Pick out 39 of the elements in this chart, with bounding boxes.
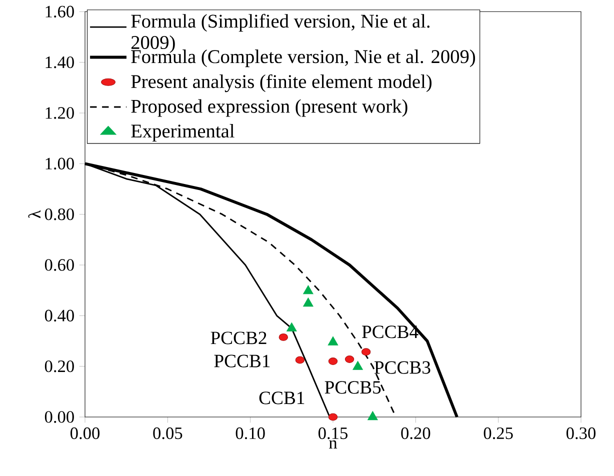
x-tick-label: 0.05 — [153, 427, 182, 440]
legend-label: Present analysis (finite element model) — [131, 74, 432, 92]
annotation: PCCB1 — [214, 354, 270, 368]
point — [368, 411, 378, 420]
annotation: PCCB5 — [324, 381, 381, 394]
annotation: PCCB3 — [374, 361, 430, 374]
point — [303, 285, 314, 294]
x-tick-label: 0.20 — [401, 427, 430, 440]
point — [352, 360, 363, 370]
y-tick-label: 1.40 — [46, 56, 74, 68]
x-tick-label: 0.25 — [484, 427, 513, 440]
x-tick-label: 0.00 — [70, 427, 100, 440]
y-tick-label: 0.20 — [44, 360, 74, 372]
y-tick-label: 0.40 — [44, 310, 74, 322]
y-tick-label: 0.60 — [44, 259, 74, 271]
legend-label: Experimental — [131, 124, 234, 142]
point — [286, 322, 297, 332]
point — [344, 356, 354, 363]
y-tick-label: 1.00 — [46, 158, 74, 170]
point — [328, 413, 338, 421]
annotation: PCCB4 — [362, 326, 418, 338]
annotation: CCB1 — [259, 392, 304, 404]
point — [328, 358, 338, 366]
legend-label: Proposed expression (present work) — [131, 99, 408, 117]
x-tick-label: 0.30 — [566, 427, 596, 440]
y-tick-label: 0.80 — [44, 208, 74, 220]
point — [278, 333, 288, 341]
point — [361, 348, 371, 356]
point — [328, 336, 338, 346]
point — [295, 356, 305, 364]
y-tick-label: 1.60 — [46, 6, 74, 18]
x-tick-label: 0.10 — [236, 427, 265, 440]
y-tick-label: 1.20 — [46, 107, 74, 119]
point — [303, 298, 314, 307]
x-tick-label: 0.15 — [318, 427, 348, 440]
y-axis-title: λ — [28, 210, 40, 218]
annotation: PCCB2 — [210, 332, 266, 344]
x-axis-title: n — [329, 440, 338, 448]
y-tick-label: 0.00 — [44, 411, 74, 423]
